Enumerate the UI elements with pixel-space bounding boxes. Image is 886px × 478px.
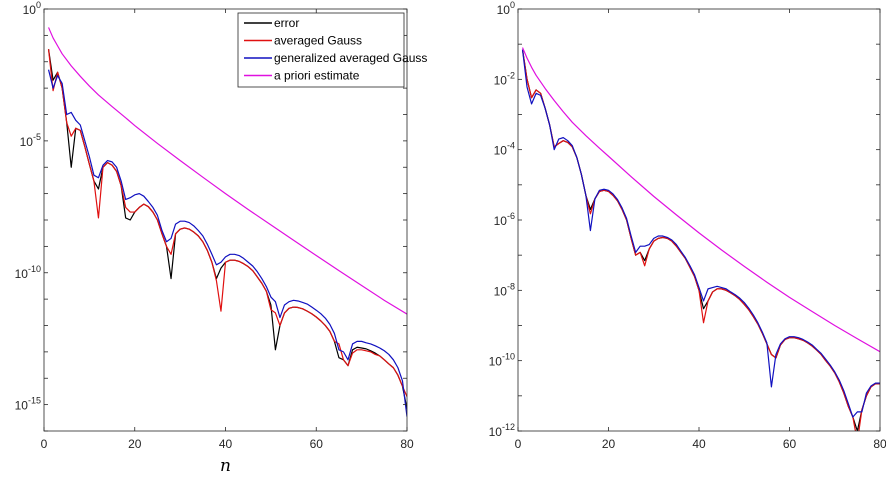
y-tick-label: 10-6 (494, 211, 515, 228)
series-group (47, 27, 407, 417)
y-tick-label: 10-15 (15, 396, 41, 413)
y-tick-label: 10-10 (489, 352, 515, 369)
y-tick-label: 10-10 (15, 264, 41, 281)
x-tick-label: 0 (41, 437, 48, 451)
legend-label: averaged Gauss (274, 34, 362, 48)
x-tick-label: 60 (783, 437, 797, 451)
x-tick-label: 40 (692, 437, 706, 451)
y-tick-label: 10-2 (494, 70, 515, 87)
x-tick-label: 20 (128, 437, 142, 451)
series-group (521, 47, 880, 431)
y-tick-label: 100 (497, 0, 515, 17)
chart-panel-1: 0 20 40 60 80 100 10-5 10-10 10-15 n error averaged… (15, 0, 428, 476)
x-tick-label: 80 (873, 437, 886, 451)
series-4-line (521, 47, 880, 353)
legend-label: a priori estimate (274, 69, 360, 83)
y-tick-label: 10-12 (489, 422, 515, 439)
x-tick-label: 20 (602, 437, 616, 451)
x-tick-label: 40 (219, 437, 233, 451)
a-priori-estimate-line (47, 27, 407, 315)
x-tick-label: 80 (400, 437, 414, 451)
chart-panel-2: 0 20 40 60 80 100 10-2 10-4 10-6 10-8 10-10 10-12 (489, 0, 886, 451)
y-tick-label: 10-8 (494, 281, 515, 298)
legend: error averaged Gauss generalized averaged … (237, 12, 427, 88)
y-tick-label: 100 (23, 0, 41, 17)
legend-label: generalized averaged Gauss (274, 51, 427, 65)
x-axis-label: n (220, 456, 231, 476)
x-tick-label: 0 (515, 437, 522, 451)
series-3-line (521, 49, 880, 418)
generalized-averaged-gauss-line (47, 69, 407, 417)
x-tick-label: 60 (310, 437, 324, 451)
y-tick-label: 10-5 (20, 132, 41, 149)
y-tick-label: 10-4 (494, 141, 515, 158)
legend-label: error (274, 16, 299, 30)
legend-box (237, 12, 405, 88)
plot-area (518, 9, 880, 431)
averaged-gauss-line (47, 49, 407, 397)
